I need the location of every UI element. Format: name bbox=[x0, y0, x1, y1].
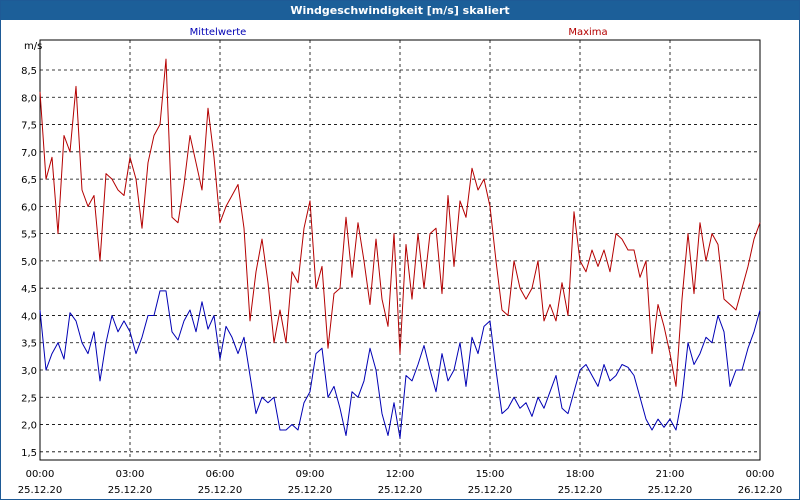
y-tick-label: 5,5 bbox=[21, 230, 37, 241]
y-tick-label: 7,5 bbox=[21, 121, 37, 132]
x-tick-date: 25.12.20 bbox=[108, 485, 153, 496]
x-tick-date: 26.12.20 bbox=[738, 485, 783, 496]
y-tick-label: 4,0 bbox=[21, 311, 37, 322]
x-tick-date: 25.12.20 bbox=[18, 485, 63, 496]
x-tick-date: 25.12.20 bbox=[558, 485, 603, 496]
legend-mittelwerte: Mittelwerte bbox=[190, 27, 247, 38]
x-tick-time: 12:00 bbox=[386, 469, 415, 480]
y-axis-label: m/s bbox=[24, 41, 42, 52]
y-tick-label: 2,5 bbox=[21, 393, 37, 404]
x-tick-time: 00:00 bbox=[26, 469, 55, 480]
y-tick-label: 6,5 bbox=[21, 175, 37, 186]
x-tick-date: 25.12.20 bbox=[378, 485, 423, 496]
x-tick-time: 03:00 bbox=[116, 469, 145, 480]
plot-border bbox=[39, 39, 761, 461]
y-tick-label: 7,0 bbox=[21, 148, 37, 159]
legend-maxima: Maxima bbox=[568, 27, 607, 38]
y-tick-label: 1,5 bbox=[21, 448, 37, 459]
y-tick-label: 4,5 bbox=[21, 284, 37, 295]
axes bbox=[39, 39, 761, 461]
y-tick-label: 5,0 bbox=[21, 257, 37, 268]
y-tick-label: 3,5 bbox=[21, 339, 37, 350]
chart-title: Windgeschwindigkeit [m/s] skaliert bbox=[1, 1, 799, 20]
series-lines bbox=[39, 58, 761, 439]
y-tick-label: 3,0 bbox=[21, 366, 37, 377]
y-tick-label: 2,0 bbox=[21, 421, 37, 432]
x-tick-time: 09:00 bbox=[296, 469, 325, 480]
x-tick-time: 21:00 bbox=[656, 469, 685, 480]
series-line-mittelwerte bbox=[39, 290, 761, 439]
x-tick-time: 00:00 bbox=[746, 469, 775, 480]
x-tick-date: 25.12.20 bbox=[648, 485, 693, 496]
x-tick-date: 25.12.20 bbox=[468, 485, 513, 496]
y-tick-label: 8,0 bbox=[21, 93, 37, 104]
y-tick-label: 6,0 bbox=[21, 202, 37, 213]
series-line-maxima bbox=[39, 58, 761, 387]
x-tick-time: 18:00 bbox=[566, 469, 595, 480]
x-tick-date: 25.12.20 bbox=[198, 485, 243, 496]
x-tick-time: 06:00 bbox=[206, 469, 235, 480]
y-tick-label: 8,5 bbox=[21, 66, 37, 77]
x-tick-time: 15:00 bbox=[476, 469, 505, 480]
tick-labels: 1,5 2,0 2,5 3,0 3,5 4,0 4,5 5,0 5,5 6,0 6,5 7,0 7,5 8… bbox=[18, 66, 783, 496]
grid bbox=[39, 40, 761, 460]
x-tick-date: 25.12.20 bbox=[288, 485, 333, 496]
